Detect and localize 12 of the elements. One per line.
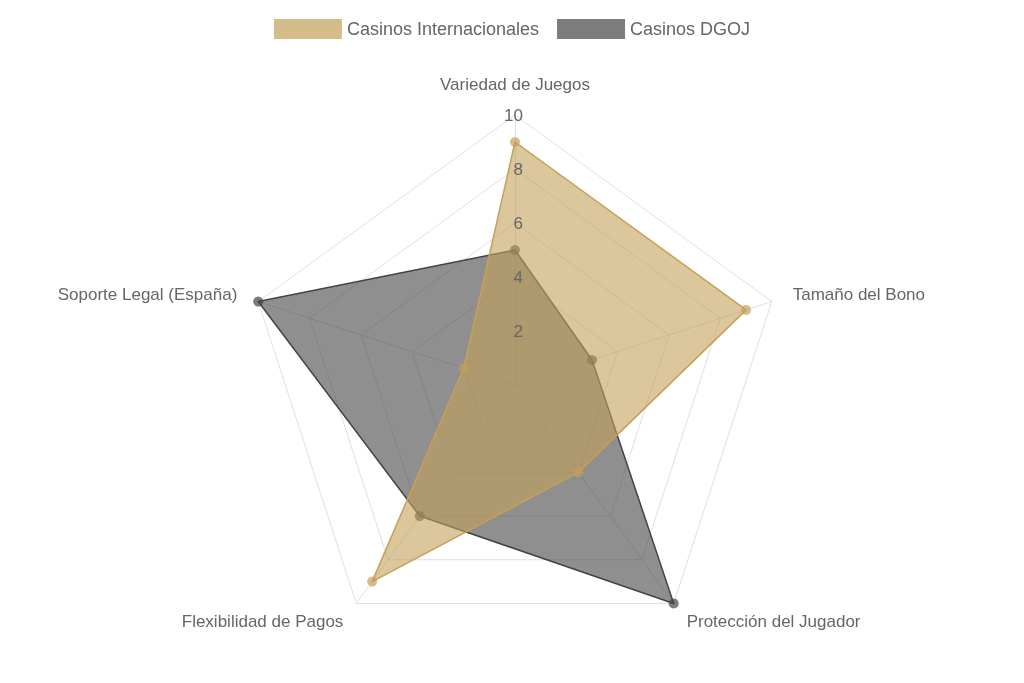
y-tick-label: 2 [513, 321, 523, 341]
y-tick-label: 8 [513, 159, 523, 179]
y-tick-label: 6 [513, 213, 523, 233]
spoke-label: Variedad de Juegos [440, 75, 590, 94]
spoke-label: Protección del Jugador [686, 611, 861, 631]
y-tick-label: 10 [504, 105, 523, 125]
spoke-label: Tamaño del Bono [792, 285, 926, 305]
spoke-label: Flexibilidad de Pagos [181, 611, 344, 631]
y-tick-label: 4 [513, 267, 523, 287]
legend-label: Casinos Internacionales [346, 19, 540, 39]
spoke-label: Soporte Legal (España) [57, 285, 238, 305]
legend-label: Casinos DGOJ [630, 19, 751, 39]
